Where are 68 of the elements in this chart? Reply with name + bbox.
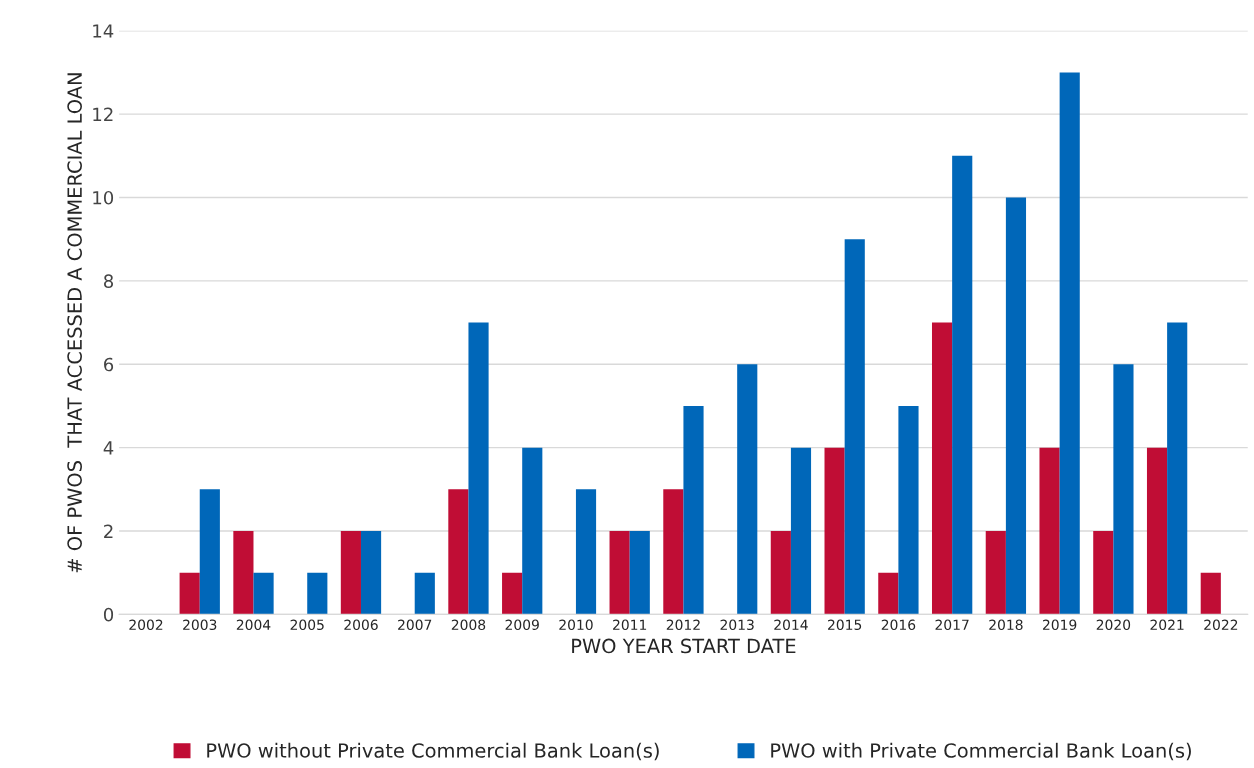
bar <box>1146 447 1168 615</box>
legend-label: PWO with Private Commercial Bank Loan(s) <box>771 742 1191 761</box>
bar <box>179 572 200 615</box>
bar <box>629 531 650 615</box>
bar <box>448 489 469 615</box>
x-tick-label: 2009 <box>505 619 539 631</box>
x-tick-label: 2016 <box>881 619 916 631</box>
bar <box>663 489 684 615</box>
x-tick-label: 2013 <box>720 619 754 631</box>
y-tick-label: 10 <box>93 190 114 205</box>
y-tick-label: 14 <box>93 24 114 38</box>
bar <box>844 239 865 615</box>
bar <box>414 572 435 615</box>
x-tick-label: 2006 <box>344 619 378 631</box>
x-tick-label: 2022 <box>1204 619 1238 631</box>
y-tick-label: 4 <box>103 441 114 455</box>
bar <box>770 531 791 615</box>
x-tick-label: 2008 <box>451 619 486 631</box>
bar <box>952 155 973 615</box>
x-tick-label: 2011 <box>613 619 647 631</box>
bar <box>985 531 1006 615</box>
x-tick-label: 2012 <box>666 619 700 631</box>
bar <box>609 531 630 615</box>
bar <box>737 364 758 615</box>
x-tick-label: 2021 <box>1150 619 1184 631</box>
bar <box>824 447 845 615</box>
x-tick-label: 2020 <box>1096 619 1131 631</box>
bar <box>1113 364 1134 615</box>
bar <box>502 572 523 615</box>
bar <box>199 489 220 615</box>
x-tick-label: 2005 <box>290 619 324 631</box>
bar <box>233 531 254 615</box>
bar <box>253 572 274 615</box>
bar <box>931 322 953 615</box>
x-tick-label: 2010 <box>559 619 593 631</box>
y-tick-label: 2 <box>104 524 113 538</box>
x-axis-title: PWO YEAR START DATE <box>572 638 796 654</box>
bar <box>1093 531 1114 615</box>
y-tick-label: 0 <box>103 607 114 622</box>
bar <box>340 531 361 615</box>
bar <box>307 572 328 615</box>
bar <box>575 489 597 615</box>
x-tick-label: 2015 <box>828 619 862 631</box>
y-tick-label: 8 <box>104 274 114 288</box>
bar <box>1200 572 1221 615</box>
bar <box>360 531 382 615</box>
bar <box>790 447 812 615</box>
x-tick-label: 2018 <box>989 619 1023 631</box>
x-tick-label: 2002 <box>129 619 163 631</box>
bar <box>1039 447 1060 615</box>
y-tick-label: 12 <box>93 107 113 121</box>
x-tick-label: 2019 <box>1042 619 1077 631</box>
bar <box>1005 197 1027 615</box>
legend-label: PWO without Private Commercial Bank Loan(s) <box>207 742 659 761</box>
x-tick-label: 2003 <box>183 619 217 631</box>
y-tick-label: 6 <box>104 357 114 372</box>
bar <box>522 447 543 615</box>
y-axis-title: # OF PWOS THAT ACCESSED A COMMERCIAL LOAN <box>67 73 82 573</box>
bar <box>1167 322 1188 615</box>
bar <box>878 572 899 615</box>
x-tick-label: 2014 <box>774 619 808 631</box>
bar <box>468 322 489 615</box>
bar <box>1059 72 1080 615</box>
bar <box>898 405 919 615</box>
x-tick-label: 2007 <box>398 619 432 631</box>
x-tick-label: 2004 <box>236 619 271 631</box>
x-tick-label: 2017 <box>935 619 969 631</box>
bar <box>683 405 704 615</box>
